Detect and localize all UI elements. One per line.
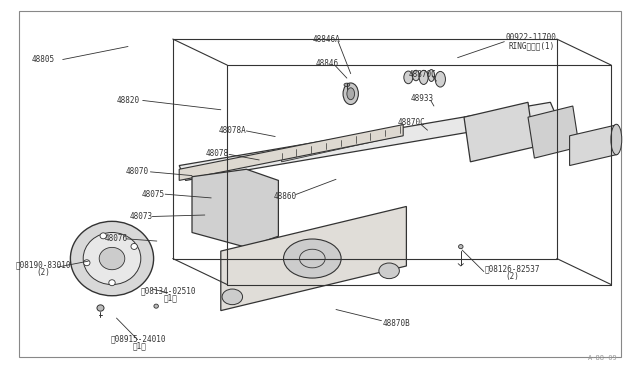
Ellipse shape bbox=[100, 233, 106, 239]
Text: 48073: 48073 bbox=[129, 212, 152, 221]
Text: Ⓐ08190-83010: Ⓐ08190-83010 bbox=[16, 260, 72, 269]
Ellipse shape bbox=[458, 245, 463, 249]
Ellipse shape bbox=[109, 280, 115, 286]
Ellipse shape bbox=[154, 304, 159, 308]
Ellipse shape bbox=[222, 289, 243, 305]
Ellipse shape bbox=[99, 247, 125, 270]
Ellipse shape bbox=[343, 83, 358, 105]
Text: 48078A: 48078A bbox=[219, 126, 246, 135]
Ellipse shape bbox=[97, 305, 104, 311]
Text: 48846: 48846 bbox=[316, 59, 339, 68]
Text: ⓜ08915-24010: ⓜ08915-24010 bbox=[111, 334, 166, 343]
Text: 48870B: 48870B bbox=[383, 319, 410, 328]
Text: 00922-11700: 00922-11700 bbox=[506, 33, 556, 42]
Polygon shape bbox=[570, 125, 618, 166]
Polygon shape bbox=[464, 102, 534, 162]
Text: 48846A: 48846A bbox=[312, 35, 340, 44]
Text: 48860: 48860 bbox=[274, 192, 297, 201]
Ellipse shape bbox=[347, 88, 355, 100]
Polygon shape bbox=[282, 128, 400, 162]
Text: 48870C: 48870C bbox=[408, 70, 436, 79]
Text: RINGリング(1): RINGリング(1) bbox=[509, 41, 555, 50]
Text: 48870C: 48870C bbox=[397, 118, 425, 127]
Text: 48805: 48805 bbox=[32, 55, 55, 64]
Text: 48820: 48820 bbox=[117, 96, 140, 105]
Ellipse shape bbox=[344, 83, 349, 86]
Ellipse shape bbox=[83, 232, 141, 285]
Ellipse shape bbox=[413, 70, 420, 81]
Ellipse shape bbox=[404, 71, 413, 84]
Ellipse shape bbox=[84, 260, 90, 266]
Ellipse shape bbox=[284, 239, 341, 278]
Text: A·88·09: A·88·09 bbox=[588, 355, 618, 361]
Text: 48933: 48933 bbox=[410, 94, 433, 103]
Polygon shape bbox=[221, 206, 406, 311]
Text: (2): (2) bbox=[506, 272, 520, 280]
Text: 48076: 48076 bbox=[104, 234, 127, 243]
Polygon shape bbox=[192, 169, 278, 247]
Text: 48070: 48070 bbox=[126, 167, 149, 176]
Text: （1）: （1） bbox=[163, 294, 177, 303]
Ellipse shape bbox=[428, 70, 435, 81]
Ellipse shape bbox=[435, 71, 445, 87]
Ellipse shape bbox=[611, 124, 622, 155]
Ellipse shape bbox=[131, 244, 138, 250]
Text: (2): (2) bbox=[36, 268, 51, 277]
Text: （1）: （1） bbox=[133, 341, 147, 350]
Ellipse shape bbox=[379, 263, 399, 279]
Text: Ⓐ08126-82537: Ⓐ08126-82537 bbox=[485, 264, 541, 273]
Text: Ⓐ08134-02510: Ⓐ08134-02510 bbox=[141, 286, 196, 295]
Ellipse shape bbox=[70, 221, 154, 296]
Text: 48078: 48078 bbox=[206, 149, 229, 158]
Ellipse shape bbox=[419, 70, 428, 84]
Text: 48075: 48075 bbox=[142, 190, 165, 199]
Polygon shape bbox=[179, 102, 557, 180]
Polygon shape bbox=[528, 106, 579, 158]
Polygon shape bbox=[179, 125, 403, 180]
